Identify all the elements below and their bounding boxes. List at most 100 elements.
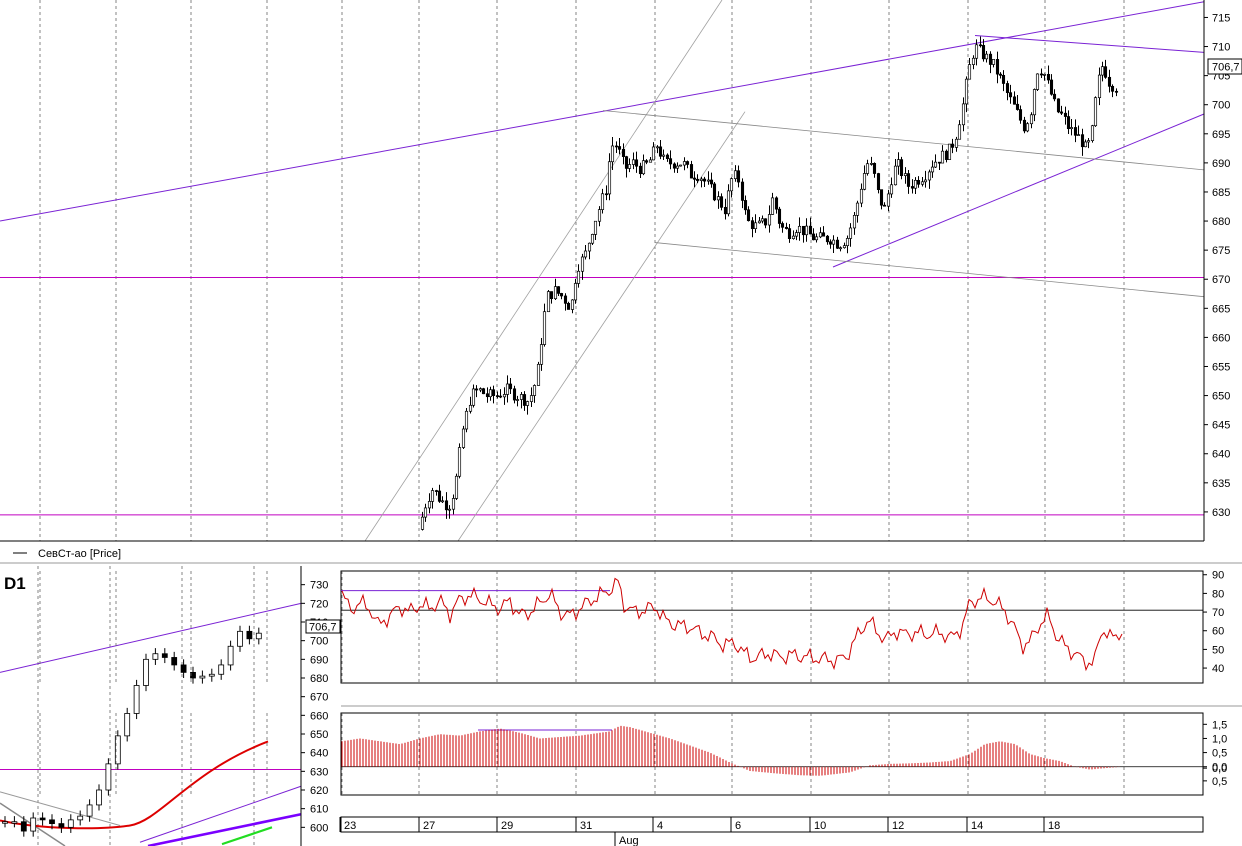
channel-line: [0, 791, 121, 826]
candle-body: [208, 673, 215, 677]
candle-body: [427, 501, 432, 509]
candle-body: [706, 179, 711, 182]
candle-body: [498, 395, 503, 398]
candle-body: [818, 232, 823, 238]
candle-body: [1073, 127, 1078, 136]
rsi-line: [341, 577, 1123, 672]
candle-body: [644, 160, 649, 163]
candle-body: [913, 179, 918, 189]
candle-body: [910, 186, 915, 189]
date-label: 10: [814, 820, 826, 832]
candle-body: [723, 206, 728, 215]
candle-body: [556, 286, 561, 294]
rsi-axis: 40 50 60 70 80 90: [1203, 570, 1224, 675]
macd-indicator[interactable]: 1,51,00,50,00,00,5: [39, 712, 1227, 796]
candle-body: [665, 154, 670, 160]
price-tick-label: 665: [1212, 303, 1230, 315]
candle-body: [11, 821, 18, 824]
candle-body: [1025, 123, 1030, 132]
candle-body: [515, 399, 520, 401]
candle-body: [658, 146, 663, 157]
candle-body: [804, 225, 809, 236]
candle-body: [906, 173, 911, 187]
candle-body: [20, 821, 27, 832]
candle-body: [485, 393, 490, 398]
rsi-tick-label: 70: [1212, 607, 1224, 619]
candle-body: [661, 154, 666, 157]
candle-body: [716, 196, 721, 201]
macd-tick-label: 0,5: [1212, 748, 1227, 760]
candle-body: [171, 657, 178, 666]
candle-body: [573, 283, 578, 301]
candle-body: [502, 394, 507, 398]
candle-body: [610, 145, 615, 163]
candle-body: [105, 763, 112, 791]
candle-body: [86, 804, 93, 817]
candle-body: [246, 630, 253, 640]
date-label: 14: [971, 820, 983, 832]
macd-tick-label: 0,0: [1212, 763, 1227, 775]
candle-body: [474, 388, 479, 391]
main-price-chart[interactable]: 630 635 640 645 650 655 660 665 670 675 680 685 690 6…: [0, 0, 1242, 542]
price-tick-label: 720: [310, 598, 328, 610]
candle-body: [1076, 134, 1081, 137]
d1-timeframe-label: D1: [4, 574, 26, 593]
candle-body: [872, 163, 877, 174]
price-tick-label: 640: [310, 748, 328, 760]
candle-body: [655, 146, 660, 149]
candle-body: [576, 270, 581, 284]
price-tick-label: 690: [1212, 158, 1230, 170]
candle-body: [1001, 74, 1006, 84]
candle-body: [702, 178, 707, 182]
candle-body: [763, 218, 768, 226]
candle-body: [893, 165, 898, 186]
macd-tick-label: 1,0: [1212, 733, 1227, 745]
candle-body: [862, 173, 867, 190]
date-label: 27: [423, 820, 435, 832]
candle-body: [434, 490, 439, 492]
horizontal-levels[interactable]: [0, 276, 1204, 516]
d1-inset-chart[interactable]: D1 6006106206306406506606706806907007107…: [0, 566, 341, 846]
date-axis-frame: [340, 816, 1204, 833]
candle-body: [1114, 90, 1119, 93]
candle-body: [542, 311, 547, 345]
candle-body: [712, 183, 717, 201]
candle-body: [791, 235, 796, 239]
rsi-frame: [340, 570, 1204, 684]
candle-body: [423, 507, 428, 518]
macd-grid: [39, 713, 1125, 795]
candle-body: [1110, 85, 1115, 92]
candle-body: [1063, 112, 1068, 117]
candle-body: [1059, 111, 1064, 114]
candle-body: [1090, 125, 1095, 141]
candle-body: [988, 53, 993, 65]
macd-tick-label: 0,0: [1212, 762, 1227, 774]
date-axis[interactable]: 23 27 29 31 4 6 10 12 14 18 Aug: [339, 816, 1204, 846]
main-price-axis[interactable]: 630 635 640 645 650 655 660 665 670 675 680 685 690 6…: [1204, 12, 1230, 519]
candle-body: [740, 181, 745, 201]
rsi-tick-label: 80: [1212, 588, 1224, 600]
rsi-indicator[interactable]: 40 50 60 70 80 90: [39, 570, 1224, 684]
candle-body: [1080, 134, 1085, 148]
candle-body: [607, 161, 612, 195]
candle-body: [995, 59, 1000, 75]
candle-body: [774, 197, 779, 210]
candle-body: [957, 124, 962, 140]
candle-body: [1103, 66, 1108, 78]
d1-last-price-label: 706,7: [309, 622, 337, 634]
legend-series-name: СевСт-ао [Price]: [38, 548, 121, 560]
candle-body: [621, 148, 626, 157]
candle-body: [869, 163, 874, 165]
candle-body: [930, 166, 935, 173]
price-tick-label: 635: [1212, 478, 1230, 490]
d1-drawings: [0, 602, 302, 846]
candle-body: [464, 410, 469, 430]
trendlines[interactable]: [0, 0, 1205, 542]
candle-body: [457, 447, 462, 477]
rsi-tick-label: 90: [1212, 570, 1224, 582]
date-label: 23: [344, 820, 356, 832]
candle-body: [1056, 98, 1061, 113]
candle-body: [814, 236, 819, 241]
date-axis-labels: 23 27 29 31 4 6 10 12 14 18: [339, 817, 1060, 832]
